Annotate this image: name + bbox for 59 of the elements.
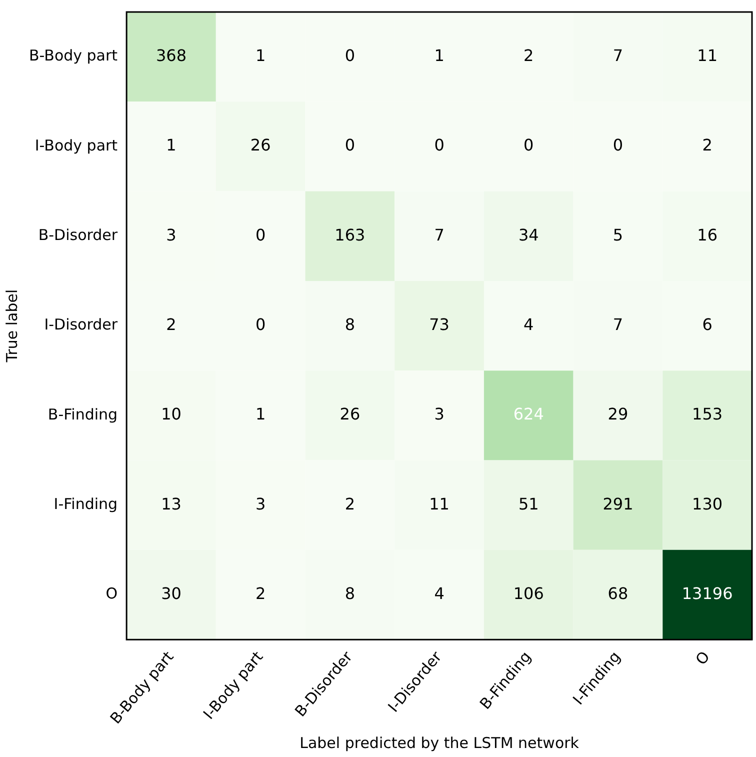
data-label: 291 — [602, 494, 634, 514]
data-label: 106 — [513, 584, 544, 603]
data-label: 8 — [344, 314, 356, 334]
data-label: 16 — [697, 225, 718, 244]
data-label: 2 — [166, 314, 176, 334]
data-label: 3 — [434, 404, 444, 424]
data-label: 13196 — [682, 584, 733, 603]
data-label: 0 — [524, 136, 534, 155]
data-label: 2 — [255, 584, 266, 603]
data-label: 2 — [344, 494, 356, 514]
data-label: 0 — [612, 136, 624, 155]
data-label: 163 — [334, 225, 366, 244]
data-label: 1 — [166, 136, 176, 155]
data-label: 2 — [702, 136, 712, 155]
data-label: 0 — [434, 136, 444, 155]
data-label: 4 — [524, 314, 534, 334]
data-label: 0 — [344, 46, 356, 65]
data-label: 26 — [250, 136, 271, 155]
data-label: 11 — [697, 46, 718, 65]
data-label: 0 — [344, 136, 356, 155]
data-label: 51 — [518, 494, 539, 514]
data-label: 2 — [524, 46, 534, 65]
y-tick-label: I-Finding — [54, 494, 118, 513]
data-label: 7 — [612, 46, 624, 65]
data-label: 4 — [434, 584, 444, 603]
data-label: 7 — [434, 225, 444, 244]
data-label: 3 — [255, 494, 266, 514]
data-label: 34 — [518, 225, 539, 244]
data-label: 0 — [255, 225, 266, 244]
data-label: 29 — [608, 404, 628, 424]
data-label: 130 — [692, 494, 723, 514]
y-tick-label: B-Disorder — [38, 226, 118, 244]
data-label: 0 — [255, 314, 266, 334]
x-tick-label: O — [692, 648, 714, 668]
data-label: 73 — [429, 314, 450, 334]
data-label: 5 — [612, 225, 624, 244]
y-tick-label: I-Disorder — [44, 316, 118, 334]
y-tick-label: I-Body part — [34, 136, 118, 154]
data-label: 8 — [344, 584, 356, 603]
data-label: 3 — [166, 225, 176, 244]
data-label: 624 — [513, 404, 544, 424]
data-label: 153 — [692, 404, 723, 424]
data-label: 11 — [429, 494, 450, 514]
data-label: 368 — [156, 46, 187, 65]
y-tick-label: O — [106, 584, 118, 603]
data-label: 1 — [255, 404, 266, 424]
data-label: 1 — [434, 46, 444, 65]
data-label: 6 — [702, 314, 712, 334]
data-label: 13 — [161, 494, 182, 514]
data-label: 1 — [255, 46, 266, 65]
y-tick-label: B-Finding — [48, 405, 118, 424]
y-tick-label: B-Body part — [28, 46, 118, 65]
data-label: 26 — [340, 404, 360, 424]
data-label: 10 — [161, 404, 182, 424]
y-axis-title: True label — [2, 289, 21, 364]
x-axis-title: Label predicted by the LSTM network — [300, 734, 580, 752]
data-label: 68 — [608, 584, 628, 603]
data-label: 30 — [161, 584, 182, 603]
data-label: 7 — [612, 314, 624, 334]
